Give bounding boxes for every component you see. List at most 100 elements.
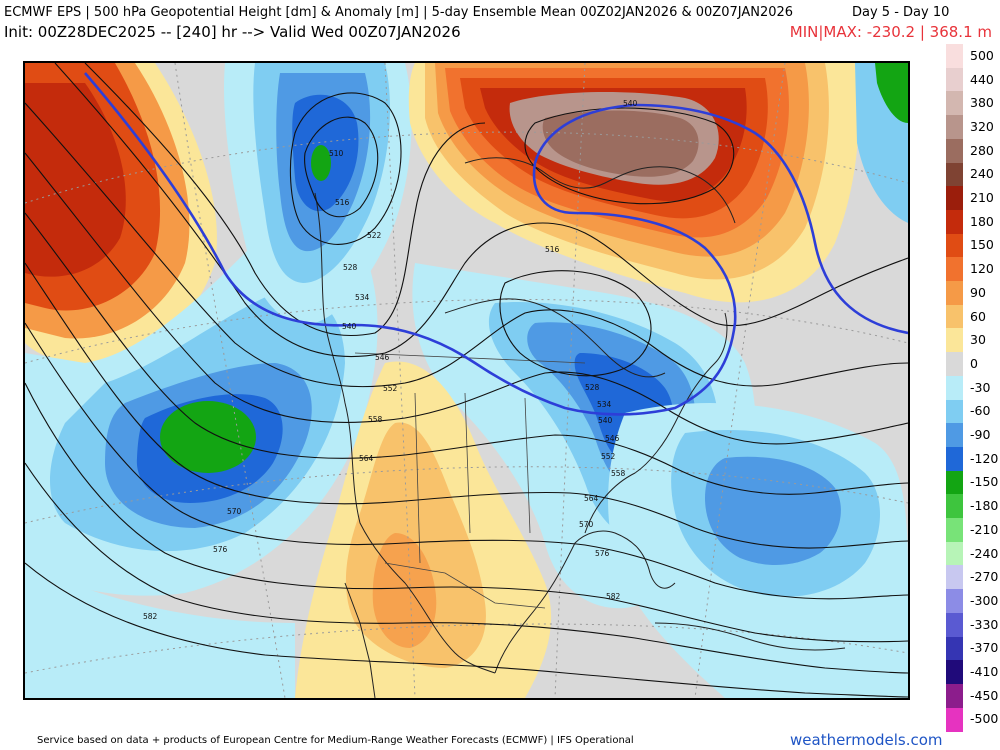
- contour-label: 546: [605, 434, 620, 443]
- colorbar-label: -30: [970, 379, 991, 395]
- colorbar-label: -60: [970, 403, 991, 419]
- contour-540-highlight: [84, 72, 908, 416]
- colorbar-label: -150: [970, 474, 999, 490]
- map-panel: 510 516 522 528 534 540 546 552 558 564 …: [23, 61, 910, 700]
- contour-label: 570: [227, 507, 242, 516]
- colorbar-swatch: [946, 44, 963, 69]
- colorbar-swatch: [946, 67, 963, 92]
- colorbar-swatch: [946, 233, 963, 258]
- colorbar-swatch: [946, 541, 963, 566]
- colorbar-label: 90: [970, 284, 986, 300]
- colorbar-label: 210: [970, 190, 994, 206]
- colorbar-swatch: [946, 186, 963, 211]
- colorbar-label: -240: [970, 545, 999, 561]
- colorbar-swatch: [946, 660, 963, 685]
- colorbar-label: -410: [970, 664, 999, 680]
- colorbar-label: -90: [970, 427, 991, 443]
- colorbar-label: 120: [970, 261, 994, 277]
- contour-label: 576: [595, 549, 610, 558]
- contour-label: 564: [584, 494, 599, 503]
- colorbar-label: 150: [970, 237, 994, 253]
- colorbar-swatch: [946, 399, 963, 424]
- colorbar-swatch: [946, 328, 963, 353]
- colorbar-swatch: [946, 281, 963, 306]
- colorbar-label: -300: [970, 592, 999, 608]
- contour-label: 540: [623, 99, 638, 108]
- colorbar-label: -450: [970, 687, 999, 703]
- colorbar-swatch: [946, 589, 963, 614]
- attribution-text: Service based on data + products of Euro…: [37, 735, 634, 746]
- contour-label: 516: [335, 198, 350, 207]
- colorbar-swatch: [946, 470, 963, 495]
- colorbar-swatch: [946, 565, 963, 590]
- colorbar-label: 180: [970, 213, 994, 229]
- contour-label: 528: [585, 383, 600, 392]
- colorbar-swatch: [946, 683, 963, 709]
- init-info: Init: 00Z28DEC2025 -- [240] hr --> Valid…: [4, 23, 461, 41]
- colorbar-swatch: [946, 304, 963, 329]
- coastlines: [314, 157, 846, 698]
- contour-label: 546: [375, 353, 390, 362]
- colorbar-swatch: [946, 375, 963, 400]
- colorbar-label: 30: [970, 332, 986, 348]
- colorbar-swatch: [946, 162, 963, 187]
- contour-label: 564: [359, 454, 374, 463]
- contour-label: 582: [606, 592, 621, 601]
- colorbar-label: -210: [970, 521, 999, 537]
- colorbar-swatch: [946, 91, 963, 116]
- anomaly-map: 510 516 522 528 534 540 546 552 558 564 …: [25, 63, 908, 698]
- colorbar-label: 280: [970, 142, 994, 158]
- contour-label: 534: [597, 400, 612, 409]
- colorbar-swatch: [946, 446, 963, 472]
- colorbar-label: 0: [970, 355, 978, 371]
- day-range: Day 5 - Day 10: [852, 5, 950, 20]
- colorbar-label: 60: [970, 308, 986, 324]
- height-contours: [25, 63, 908, 698]
- anomaly-colorbar: [946, 44, 963, 732]
- chart-title: ECMWF EPS | 500 hPa Geopotential Height …: [4, 5, 949, 20]
- contour-label: 510: [329, 149, 344, 158]
- contour-labels: 510 516 522 528 534 540 546 552 558 564 …: [143, 99, 638, 621]
- colorbar-label: -180: [970, 498, 999, 514]
- title-text: ECMWF EPS | 500 hPa Geopotential Height …: [4, 5, 794, 20]
- anomaly-fill: [25, 63, 908, 698]
- colorbar-label: -370: [970, 640, 999, 656]
- contour-label: 540: [598, 416, 613, 425]
- colorbar-label: 380: [970, 95, 994, 111]
- contour-label: 552: [383, 384, 398, 393]
- colorbar-label: 500: [970, 47, 994, 63]
- borders: [354, 352, 586, 609]
- colorbar-swatch: [946, 707, 963, 732]
- colorbar-label: 320: [970, 118, 994, 134]
- contour-label: 534: [355, 293, 370, 302]
- colorbar-swatch: [946, 612, 963, 637]
- green-anomaly-pacific: [160, 401, 256, 473]
- colorbar-swatch: [946, 518, 963, 543]
- contour-label: 516: [545, 245, 560, 254]
- colorbar-swatch: [946, 138, 963, 163]
- colorbar-label: 240: [970, 166, 994, 182]
- contour-label: 540: [342, 322, 357, 331]
- colorbar-label: -270: [970, 569, 999, 585]
- contour-label: 582: [143, 612, 158, 621]
- colorbar-swatch: [946, 209, 963, 235]
- colorbar-label: -120: [970, 450, 999, 466]
- contour-label: 558: [611, 469, 626, 478]
- colorbar-swatch: [946, 257, 963, 282]
- colorbar-label: -330: [970, 616, 999, 632]
- colorbar-swatch: [946, 115, 963, 140]
- brand-link[interactable]: weathermodels.com: [790, 731, 943, 749]
- colorbar-label: 440: [970, 71, 994, 87]
- contour-label: 522: [367, 231, 382, 240]
- colorbar-label: -500: [970, 711, 999, 727]
- colorbar-swatch: [946, 352, 963, 377]
- contour-label: 576: [213, 545, 228, 554]
- colorbar-swatch: [946, 494, 963, 519]
- min-max-readout: MIN|MAX: -230.2 | 368.1 m: [789, 23, 992, 41]
- contour-label: 552: [601, 452, 616, 461]
- contour-label: 528: [343, 263, 358, 272]
- colorbar-swatch: [946, 636, 963, 661]
- contour-label: 570: [579, 520, 594, 529]
- colorbar-swatch: [946, 423, 963, 448]
- contour-label: 558: [368, 415, 383, 424]
